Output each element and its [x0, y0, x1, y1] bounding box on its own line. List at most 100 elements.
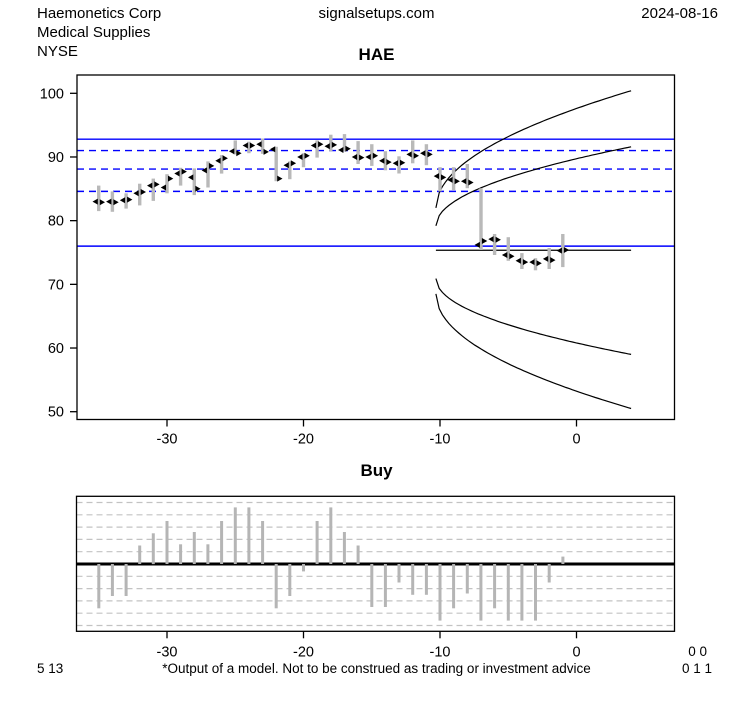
ohlc-bar	[92, 185, 105, 212]
ohlc-bar	[228, 140, 242, 157]
ohlc-bar	[297, 152, 310, 168]
ohlc-range	[233, 140, 237, 155]
open-tick	[242, 142, 248, 149]
exchange-name: NYSE	[37, 43, 78, 60]
ohlc-bar	[283, 160, 297, 180]
x-tick-label: 0	[572, 432, 580, 448]
main-chart: -30 -20 -10 0 50 60 70 80 90 100	[40, 74, 676, 448]
ohlc-bar	[324, 134, 338, 152]
plot-border	[75, 495, 676, 632]
ohlc-range	[520, 253, 524, 269]
open-tick	[542, 255, 549, 262]
open-tick	[283, 162, 289, 169]
forecast-fan-curve	[435, 293, 632, 410]
open-tick	[474, 241, 480, 248]
ohlc-bar	[433, 167, 447, 192]
buy-bar	[302, 564, 305, 572]
ohlc-range	[288, 161, 292, 180]
open-tick	[515, 257, 521, 264]
buy-bar	[220, 521, 224, 564]
x-tick-label: -10	[430, 432, 451, 448]
ohlc-range	[192, 168, 196, 196]
ohlc-range	[356, 141, 360, 164]
ohlc-bar	[119, 193, 133, 209]
ohlc-range	[260, 138, 265, 154]
buy-bar	[247, 507, 251, 564]
buy-bar	[534, 564, 537, 621]
x-tick-label: -20	[293, 432, 314, 448]
open-tick	[379, 157, 385, 164]
ohlc-bar	[215, 155, 228, 174]
open-tick	[433, 173, 439, 180]
close-tick	[249, 142, 256, 149]
y-tick-label: 60	[48, 341, 64, 357]
close-tick	[386, 159, 392, 166]
close-tick	[550, 257, 556, 264]
ohlc-bar	[147, 178, 160, 201]
close-tick	[304, 152, 310, 159]
buy-bar	[97, 564, 101, 609]
ohlc-bar	[242, 141, 256, 154]
open-tick	[461, 178, 467, 185]
ohlc-bar	[488, 234, 501, 255]
close-tick	[277, 175, 283, 182]
header-left-block: Haemonetics Corp Medical Supplies NYSE	[37, 4, 161, 61]
ohlc-bar	[201, 161, 215, 188]
ohlc-bar	[474, 188, 488, 250]
open-tick	[256, 141, 262, 148]
ohlc-range	[533, 258, 538, 271]
forecast-fan-curve	[435, 146, 632, 226]
ohlc-bar	[515, 253, 529, 269]
open-tick	[310, 142, 317, 149]
open-tick	[215, 157, 221, 164]
ohlc-range	[315, 140, 319, 158]
close-tick	[154, 181, 160, 188]
ohlc-bar	[338, 134, 351, 153]
open-tick	[392, 160, 398, 167]
y-tick-label: 80	[48, 214, 64, 230]
close-tick	[318, 141, 324, 148]
ohlc-range	[178, 167, 183, 186]
open-tick	[188, 174, 194, 181]
ohlc-range	[138, 183, 142, 206]
ohlc-bar	[556, 234, 570, 268]
buy-bar	[274, 564, 278, 609]
open-tick	[420, 150, 426, 157]
ohlc-bar	[269, 146, 283, 182]
company-name: Haemonetics Corp	[37, 5, 162, 22]
x-tick-label: -30	[157, 432, 178, 448]
x-tick-label: 0	[572, 644, 580, 660]
forecast-fan-curve	[435, 90, 632, 209]
ohlc-range	[124, 193, 128, 209]
close-tick	[359, 154, 365, 161]
close-tick	[127, 196, 133, 203]
buy-bar	[479, 564, 483, 621]
open-tick	[269, 146, 276, 153]
plot-border	[76, 74, 676, 421]
buy-bar	[151, 533, 155, 565]
open-tick	[92, 198, 98, 205]
industry-name: Medical Supplies	[37, 24, 151, 41]
buy-bar	[383, 564, 387, 607]
website-label: signalsetups.com	[318, 5, 435, 22]
ohlc-range	[451, 167, 456, 191]
close-tick	[181, 168, 187, 175]
x-tick-label: -30	[157, 644, 178, 660]
ohlc-bar	[501, 237, 515, 261]
buy-chart: -30 -20 -10 0	[75, 495, 676, 660]
close-tick	[99, 199, 105, 206]
buy-bar	[261, 521, 265, 564]
ohlc-bar	[392, 156, 406, 174]
ohlc-bar	[447, 167, 460, 191]
close-tick	[522, 259, 529, 266]
ohlc-range	[247, 141, 251, 154]
close-tick	[113, 199, 119, 206]
ohlc-bar	[256, 138, 269, 155]
ohlc-range	[301, 153, 306, 168]
buy-bar	[192, 532, 196, 564]
open-tick	[529, 259, 535, 266]
close-tick	[195, 185, 201, 192]
close-tick	[454, 178, 460, 185]
close-tick	[290, 160, 297, 167]
close-tick	[495, 236, 501, 243]
